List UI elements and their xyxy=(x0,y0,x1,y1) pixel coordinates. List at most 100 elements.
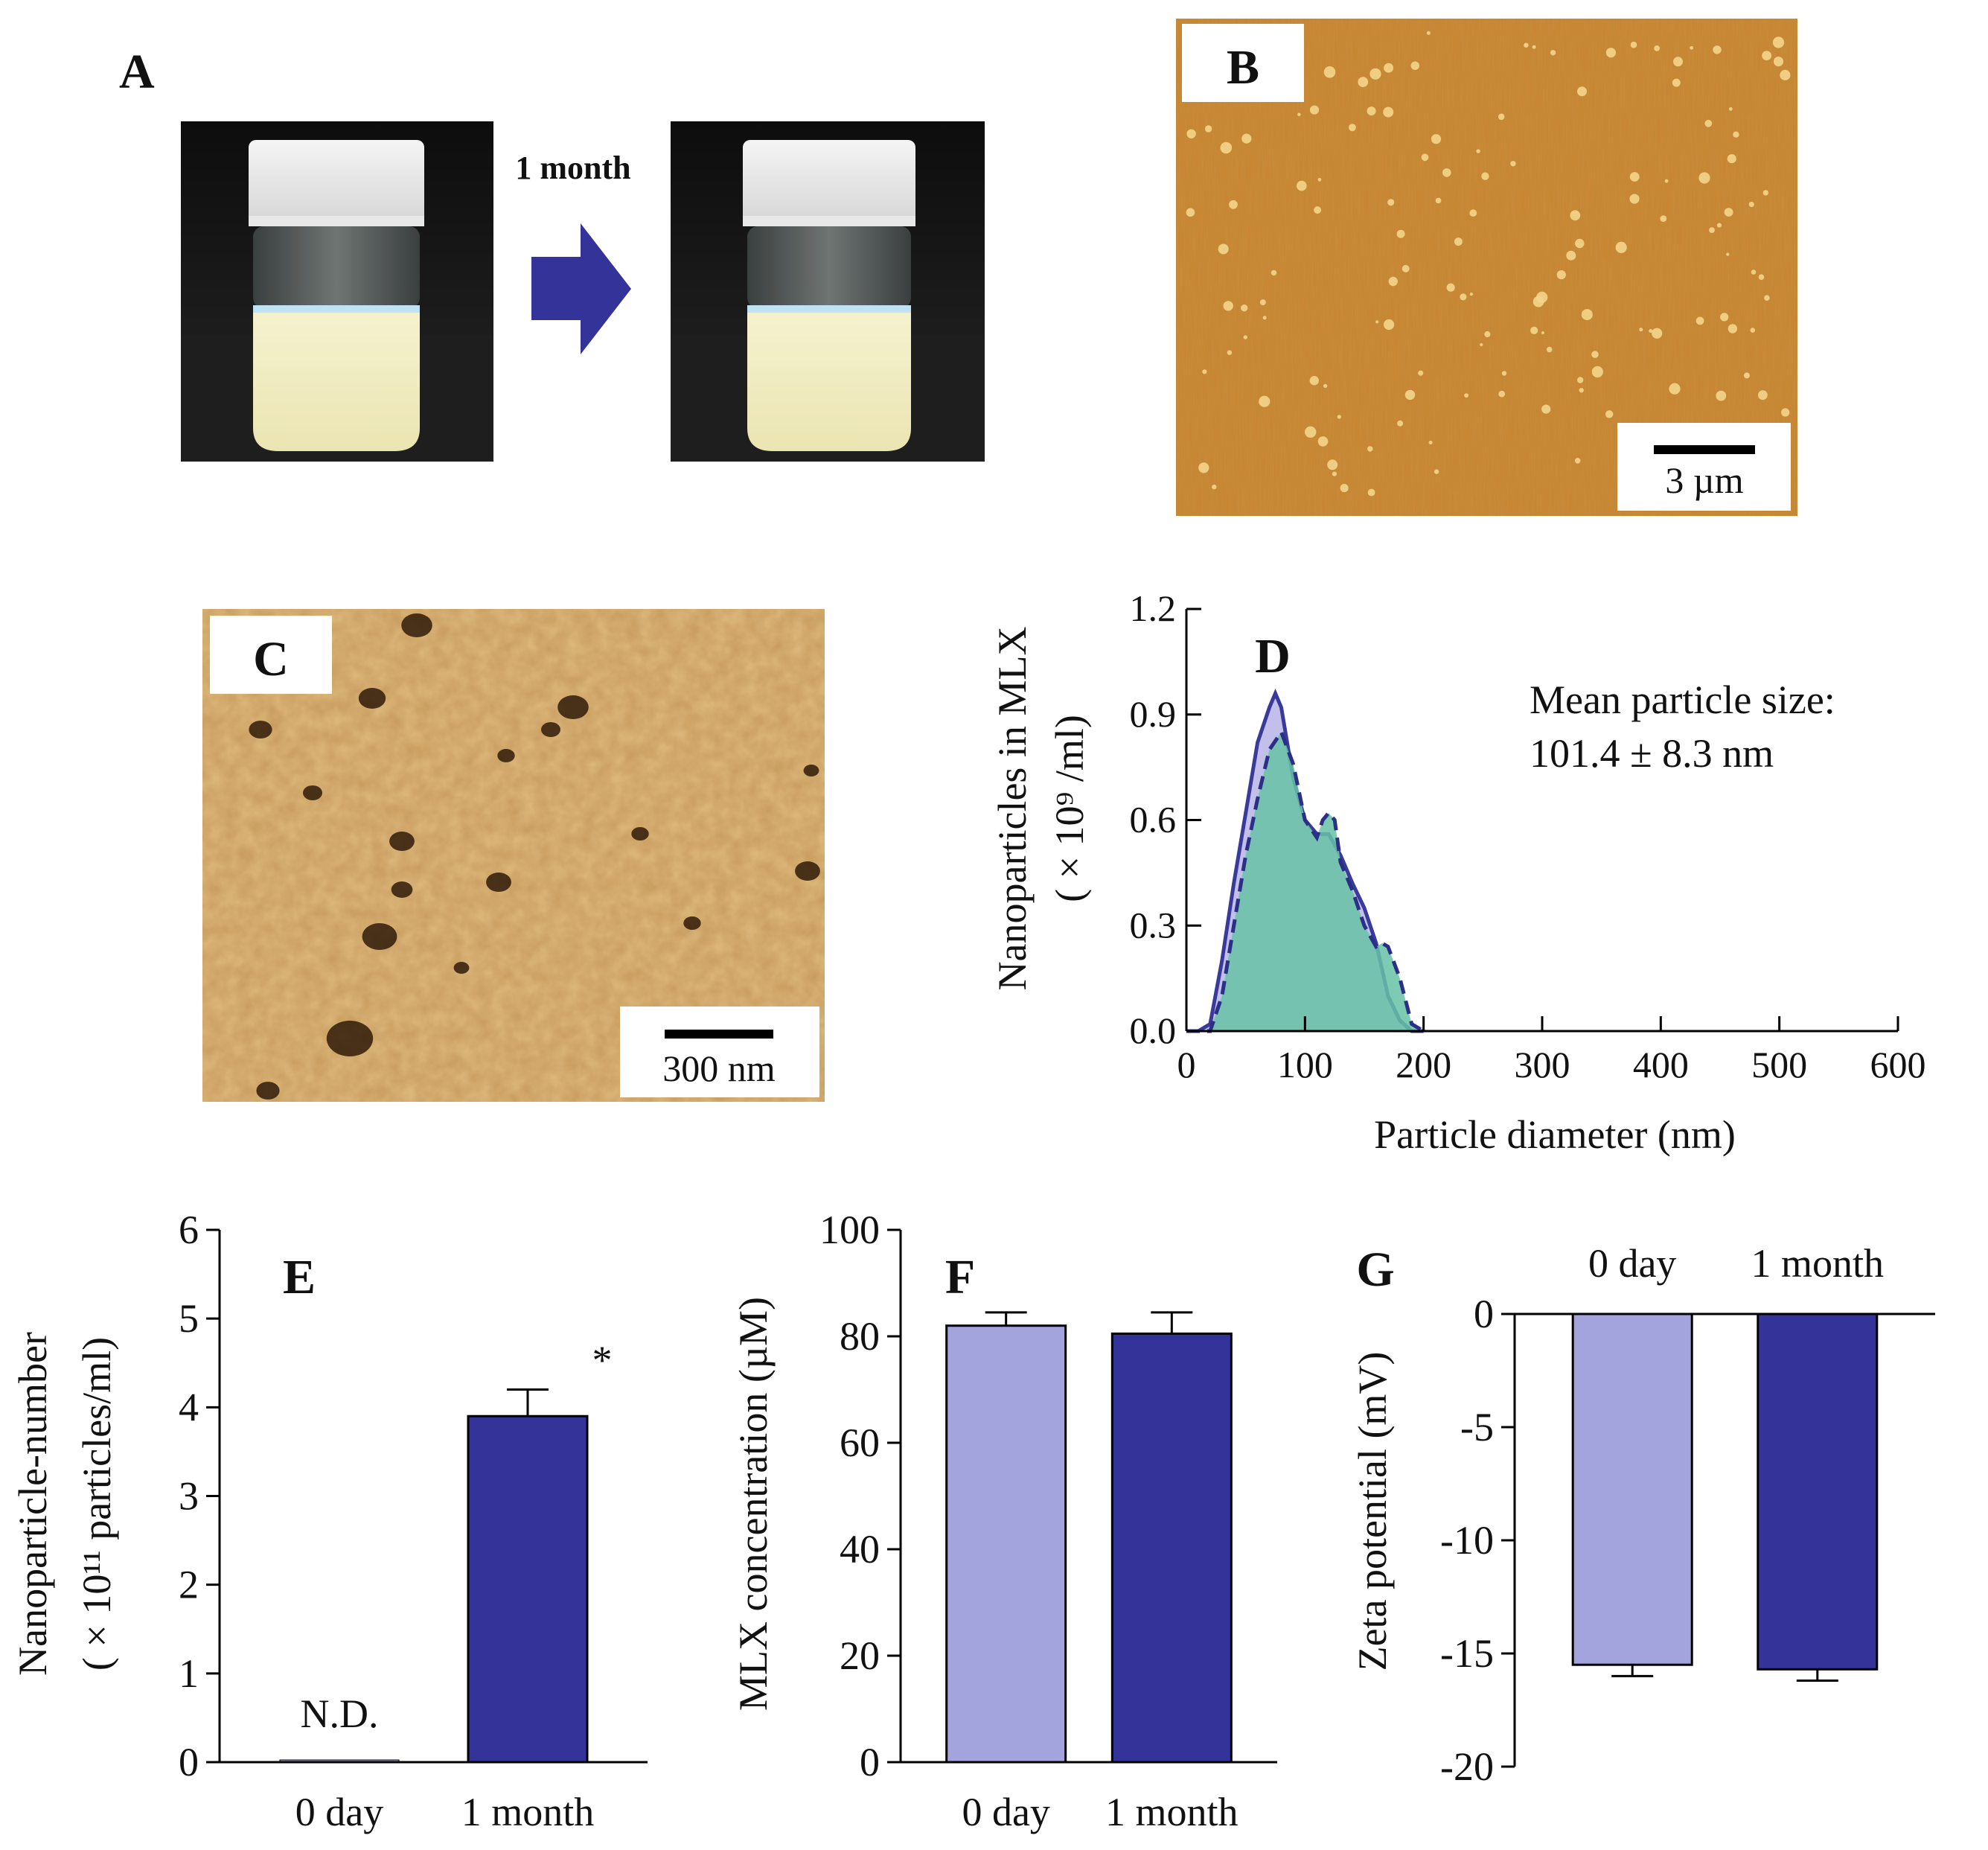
afm-particle xyxy=(1218,243,1229,255)
panel-b-label: B xyxy=(1227,40,1259,95)
afm-particle xyxy=(1664,179,1669,183)
afm-particle xyxy=(1575,238,1585,249)
afm-pit xyxy=(303,785,322,800)
afm-particle xyxy=(1481,172,1489,180)
afm-particle xyxy=(1605,410,1614,418)
y-axis-title-e-line2: ( × 10¹¹ particles/ml) xyxy=(74,1337,119,1671)
afm-pit xyxy=(486,873,511,892)
y-tick-label: 0 xyxy=(1474,1292,1494,1336)
afm-pit xyxy=(362,923,397,950)
afm-particle xyxy=(1348,124,1356,132)
afm-particle xyxy=(1484,331,1491,338)
x-tick-label-d: 600 xyxy=(1870,1044,1926,1085)
afm-particle xyxy=(1556,270,1566,280)
afm-particle xyxy=(1743,372,1750,379)
afm-particle xyxy=(1421,153,1429,162)
afm-particle xyxy=(1629,172,1640,182)
afm-particle xyxy=(1726,252,1730,256)
afm-particle xyxy=(1541,404,1551,414)
afm-particle xyxy=(1186,208,1195,217)
afm-particle xyxy=(1772,36,1785,48)
scale-bar-c xyxy=(665,1030,773,1039)
afm-particle xyxy=(1327,459,1338,471)
afm-particle xyxy=(1297,112,1301,116)
afm-pit xyxy=(358,688,386,709)
x-tick-label-d: 0 xyxy=(1177,1044,1196,1085)
arrow-label: 1 month xyxy=(515,150,630,186)
afm-particle xyxy=(1524,42,1529,48)
chart-d-size-distribution: D Mean particle size: 101.4 ± 8.3 nm Par… xyxy=(990,587,1926,1157)
y-tick-label-d: 1.2 xyxy=(1130,587,1177,629)
afm-particle xyxy=(1498,113,1505,121)
panel-g-label: G xyxy=(1356,1243,1394,1297)
afm-particle xyxy=(1367,446,1373,452)
afm-particle xyxy=(1367,106,1376,116)
afm-particle xyxy=(1384,319,1395,331)
afm-pit xyxy=(389,832,415,851)
panel-d-label: D xyxy=(1255,629,1291,683)
afm-particle xyxy=(1410,61,1420,70)
afm-particle xyxy=(1591,351,1599,358)
afm-pit xyxy=(557,695,589,719)
afm-particle xyxy=(1460,293,1467,301)
afm-pit xyxy=(249,721,272,739)
afm-particle xyxy=(1464,393,1468,398)
y-tick-label: 2 xyxy=(179,1563,199,1607)
afm-pit xyxy=(541,722,560,737)
afm-particle xyxy=(1501,371,1507,376)
afm-particle xyxy=(1369,68,1381,80)
afm-particle xyxy=(1764,295,1770,302)
panel-e-label: E xyxy=(283,1250,316,1304)
afm-particle xyxy=(1469,293,1473,296)
afm-particle xyxy=(1401,264,1410,272)
afm-particle xyxy=(1673,57,1683,67)
afm-particle xyxy=(1396,229,1405,238)
afm-particle xyxy=(1550,50,1556,56)
afm-particle xyxy=(1305,426,1317,438)
afm-particle xyxy=(1530,326,1538,334)
afm-particle xyxy=(1314,206,1322,214)
x-tick-label-d: 400 xyxy=(1633,1044,1689,1085)
afm-particle xyxy=(1271,269,1277,276)
afm-pit xyxy=(803,765,819,776)
afm-particle xyxy=(1323,383,1328,389)
afm-particle xyxy=(1428,441,1433,444)
afm-particle xyxy=(1204,125,1212,133)
afm-particle xyxy=(1510,161,1516,167)
afm-particle xyxy=(1780,69,1791,80)
afm-particle xyxy=(1615,241,1627,253)
category-label-1: 0 day xyxy=(962,1790,1049,1834)
y-tick-label-d: 0.6 xyxy=(1130,799,1177,841)
afm-particle xyxy=(1476,149,1480,153)
afm-particle xyxy=(1748,202,1754,208)
afm-particle xyxy=(1358,77,1369,87)
afm-particle xyxy=(1566,250,1576,261)
y-axis-title-g: Zeta potential (mV) xyxy=(1350,1352,1395,1671)
afm-particle xyxy=(1577,377,1584,383)
chart-g-zeta-potential: G Zeta potential (mV) 0 day 1 month 0 -5 -10… xyxy=(1350,1241,1935,1789)
afm-particle xyxy=(1546,346,1553,353)
y-tick-label: 0 xyxy=(860,1740,880,1784)
afm-particle xyxy=(1727,154,1736,164)
afm-particle xyxy=(1223,301,1233,311)
afm-particle xyxy=(1431,134,1442,144)
afm-particle xyxy=(1186,129,1196,138)
afm-particle xyxy=(1532,45,1536,49)
y-tick-label: 60 xyxy=(840,1420,880,1465)
afm-particle xyxy=(1397,420,1404,427)
y-tick-label: 1 xyxy=(179,1651,199,1696)
afm-particle xyxy=(1262,316,1267,320)
panel-a-label: A xyxy=(119,45,155,99)
bar-1 xyxy=(1571,1312,1693,1666)
afm-particle xyxy=(1591,366,1603,378)
bar-2 xyxy=(1757,1312,1879,1671)
mean-size-label: Mean particle size: xyxy=(1530,677,1835,722)
bar-2 xyxy=(1110,1332,1233,1764)
mean-size-value: 101.4 ± 8.3 nm xyxy=(1530,731,1774,776)
chart-f-mlx-concentration: F MLX concentration (µM) 0 day 1 month 0 20… xyxy=(731,1208,1277,1834)
category-label-1: 0 day xyxy=(295,1790,383,1834)
y-tick-label: 5 xyxy=(179,1296,199,1341)
afm-particle xyxy=(1654,45,1661,51)
y-axis-title-d-line1: Nanoparticles in MLX xyxy=(990,627,1035,991)
